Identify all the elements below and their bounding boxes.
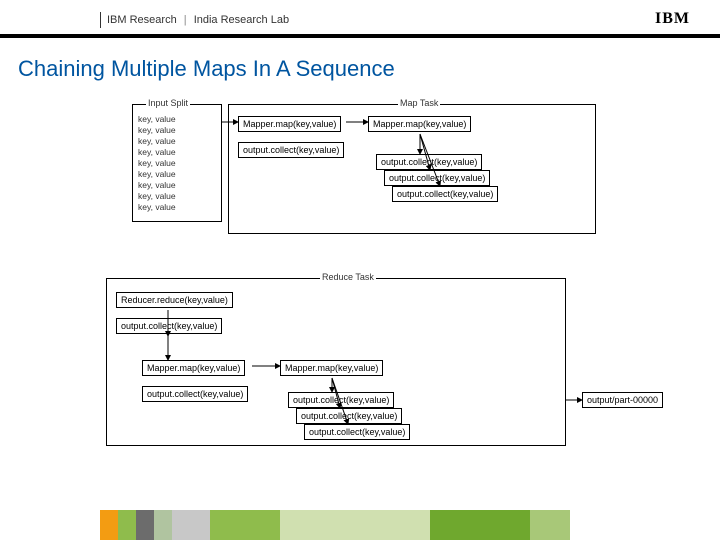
- mapper-box: Mapper.map(key,value): [238, 116, 341, 132]
- mapper-box: Mapper.map(key,value): [142, 360, 245, 376]
- collect-box: output.collect(key,value): [238, 142, 344, 158]
- footer-block: [172, 510, 210, 540]
- footer-block: [118, 510, 136, 540]
- org-name: IBM Research: [107, 14, 177, 26]
- collect-box: output.collect(key,value): [142, 386, 248, 402]
- footer-block: [136, 510, 154, 540]
- kv-pair: key, value: [138, 158, 176, 169]
- input-split-label: Input Split: [146, 98, 190, 108]
- header-text: IBM Research | India Research Lab: [100, 12, 289, 28]
- kv-pair: key, value: [138, 169, 176, 180]
- separator: |: [184, 14, 187, 26]
- footer-block: [154, 510, 172, 540]
- output-part-box: output/part-00000: [582, 392, 663, 408]
- mapper-box: Mapper.map(key,value): [368, 116, 471, 132]
- footer-block: [530, 510, 570, 540]
- collect-box: output.collect(key,value): [288, 392, 394, 408]
- collect-box: output.collect(key,value): [304, 424, 410, 440]
- kv-pair: key, value: [138, 136, 176, 147]
- collect-box: output.collect(key,value): [392, 186, 498, 202]
- kv-pair: key, value: [138, 147, 176, 158]
- mapper-box: Mapper.map(key,value): [280, 360, 383, 376]
- lab-name: India Research Lab: [194, 14, 289, 26]
- kv-pair: key, value: [138, 180, 176, 191]
- kv-pair: key, value: [138, 191, 176, 202]
- footer-block: [210, 510, 280, 540]
- collect-box: output.collect(key,value): [376, 154, 482, 170]
- reducer-box: Reducer.reduce(key,value): [116, 292, 233, 308]
- header: IBM Research | India Research Lab IBM: [0, 0, 720, 38]
- kv-pair: key, value: [138, 114, 176, 125]
- collect-box: output.collect(key,value): [116, 318, 222, 334]
- footer-block: [100, 510, 118, 540]
- collect-box: output.collect(key,value): [296, 408, 402, 424]
- footer-stripe: [0, 510, 720, 540]
- reduce-task-label: Reduce Task: [320, 272, 376, 282]
- footer-block: [280, 510, 430, 540]
- diagram-canvas: Input Split Map Task Reduce Task key, va…: [0, 92, 720, 512]
- collect-box: output.collect(key,value): [384, 170, 490, 186]
- kv-pair: key, value: [138, 202, 176, 213]
- footer-block: [430, 510, 530, 540]
- ibm-logo: IBM: [655, 10, 690, 28]
- kv-pair: key, value: [138, 125, 176, 136]
- slide-title: Chaining Multiple Maps In A Sequence: [18, 56, 702, 82]
- map-task-label: Map Task: [398, 98, 440, 108]
